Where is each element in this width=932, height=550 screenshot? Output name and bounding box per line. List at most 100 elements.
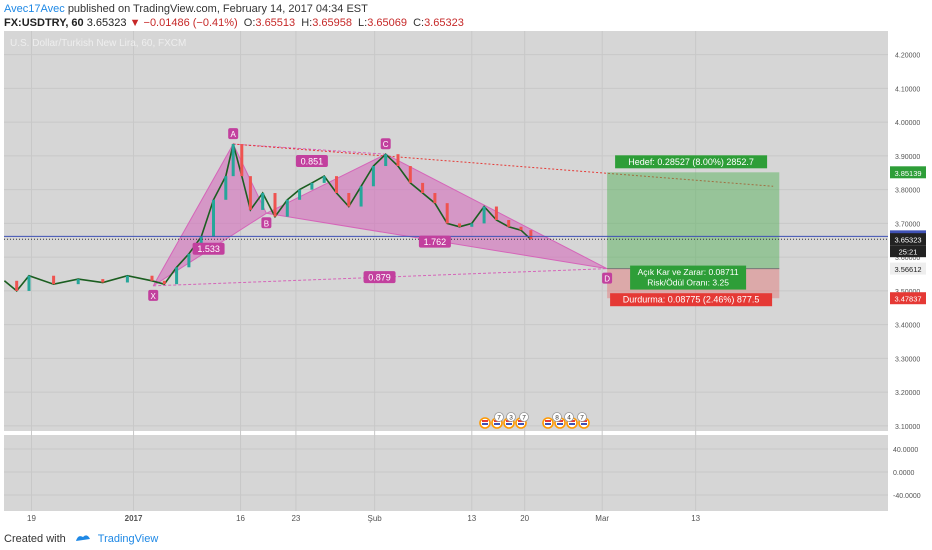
pattern-point-box	[602, 272, 613, 284]
candle-body	[529, 230, 533, 240]
pattern-point-label: A	[231, 130, 237, 139]
pl-label-box	[630, 265, 747, 290]
candle-body	[224, 176, 228, 200]
event-count-badge	[506, 412, 516, 422]
x-tick-label: Şub	[368, 514, 383, 523]
candle-body	[248, 176, 252, 210]
price-tag-last	[890, 233, 926, 246]
low-label: L:	[358, 17, 368, 29]
pattern-point-label: D	[604, 275, 610, 284]
price-tag-label-target: 3.85139	[894, 169, 921, 178]
target-zone	[607, 172, 780, 269]
created-with-text: Created with	[4, 533, 66, 545]
event-count-badge	[519, 412, 529, 422]
y-tick-label: 3.40000	[895, 323, 920, 330]
event-flag-stripe	[557, 420, 563, 422]
published-text: published on TradingView.com, February 1…	[67, 3, 368, 15]
event-count-label: 3	[509, 415, 513, 422]
close-value: 3.65323	[424, 17, 464, 29]
candle-body	[187, 253, 191, 268]
open-pl-label: Açık Kar ve Zarar: 0.08711	[638, 267, 739, 277]
osc-tick-label: 40.0000	[893, 447, 918, 454]
candle-body	[482, 206, 486, 224]
x-tick-label: 19	[27, 514, 36, 523]
author-link[interactable]: Avec17Avec	[4, 3, 65, 15]
candle-body	[76, 279, 80, 285]
ratio-box	[363, 271, 396, 284]
y-tick-label: 4.00000	[895, 120, 920, 127]
x-tick-label: 16	[236, 514, 245, 523]
candle-body	[433, 193, 437, 204]
y-tick-label: 3.20000	[895, 390, 920, 397]
price-series-line	[3, 143, 532, 293]
y-tick-label: 3.90000	[895, 154, 920, 161]
ratio-label: 0.879	[368, 273, 391, 283]
candle-body	[421, 182, 425, 194]
last-price: 3.65323	[86, 17, 127, 29]
candle-body	[384, 154, 388, 167]
osc-tick-label: -40.0000	[893, 493, 921, 500]
ohlc-line: FX:USDTRY, 60 3.65323 ▼ −0.01486 (−0.41%…	[4, 17, 464, 29]
target-label: Hedef: 0.28527 (8.00%) 2852.7	[628, 157, 754, 167]
event-flag-stripe	[545, 423, 551, 425]
footer: Created with TradingView	[4, 530, 928, 548]
chart-container[interactable]: 4.20000 4.10000 4.00000 3.90000 3.80000 3.700…	[3, 31, 928, 527]
price-tag-stop	[890, 292, 926, 305]
price-tag-target	[890, 166, 926, 179]
tradingview-brand[interactable]: TradingView	[97, 533, 159, 545]
price-tag-label-stop: 3.47837	[894, 295, 921, 304]
candle-body	[445, 203, 449, 224]
candle-body	[261, 193, 265, 210]
osc-tick-label: 0.0000	[893, 470, 915, 477]
candle-body	[212, 199, 215, 237]
candle-body	[396, 154, 400, 167]
stop-label: Durdurma: 0.08775 (2.46%) 877.5	[623, 295, 760, 305]
price-tag-label-timer: 25:21	[899, 248, 918, 257]
pattern-point-box	[380, 138, 391, 150]
candle-body	[408, 166, 412, 183]
price-tag-entry	[890, 262, 926, 275]
candle-body	[371, 166, 375, 187]
event-count-badge	[494, 412, 504, 422]
candle-body	[519, 226, 523, 231]
x-tick-label: 13	[691, 514, 700, 523]
event-flag-stripe	[569, 423, 575, 425]
candle-body	[27, 275, 31, 291]
candle-body	[175, 267, 179, 285]
target-label-box	[615, 155, 768, 169]
tradingview-logo-icon	[74, 533, 92, 546]
stop-label-box	[610, 293, 773, 307]
pattern-point-label: B	[264, 219, 269, 228]
candle-body	[150, 275, 154, 281]
candle-body	[298, 189, 302, 200]
change-value: −0.01486 (−0.41%)	[143, 17, 238, 29]
open-label: O:	[243, 17, 256, 29]
candle-body	[15, 280, 19, 291]
y-tick-label: 4.20000	[895, 53, 920, 60]
candle-body	[240, 144, 244, 177]
pattern-point-box	[148, 289, 159, 301]
event-count-label: 8	[555, 415, 559, 422]
y-tick-label: 3.10000	[895, 424, 920, 431]
y-tick-label: 3.80000	[895, 188, 920, 195]
candle-body	[285, 199, 289, 217]
ratio-box	[192, 242, 225, 255]
event-flag-stripe	[518, 423, 524, 425]
down-arrow-icon: ▼	[129, 17, 141, 29]
event-flag-stripe	[545, 420, 551, 422]
event-count-label: 7	[522, 415, 526, 422]
ratio-label: 1.762	[424, 237, 447, 247]
price-chart[interactable]: 4.20000 4.10000 4.00000 3.90000 3.80000 3.700…	[3, 31, 928, 527]
price-tag-timer	[890, 245, 926, 258]
candle-body	[310, 182, 314, 190]
event-flag-stripe	[518, 420, 524, 422]
low-value: 3.65069	[367, 17, 407, 29]
event-count-label: 7	[580, 415, 584, 422]
y-tick-label: 4.10000	[895, 86, 920, 93]
event-count-badge	[564, 412, 574, 422]
oscillator-pane	[4, 435, 888, 511]
ratio-label: 0.851	[301, 156, 324, 166]
candle-body	[231, 144, 235, 177]
pattern-point-box	[228, 128, 239, 140]
candle-body	[101, 279, 105, 283]
